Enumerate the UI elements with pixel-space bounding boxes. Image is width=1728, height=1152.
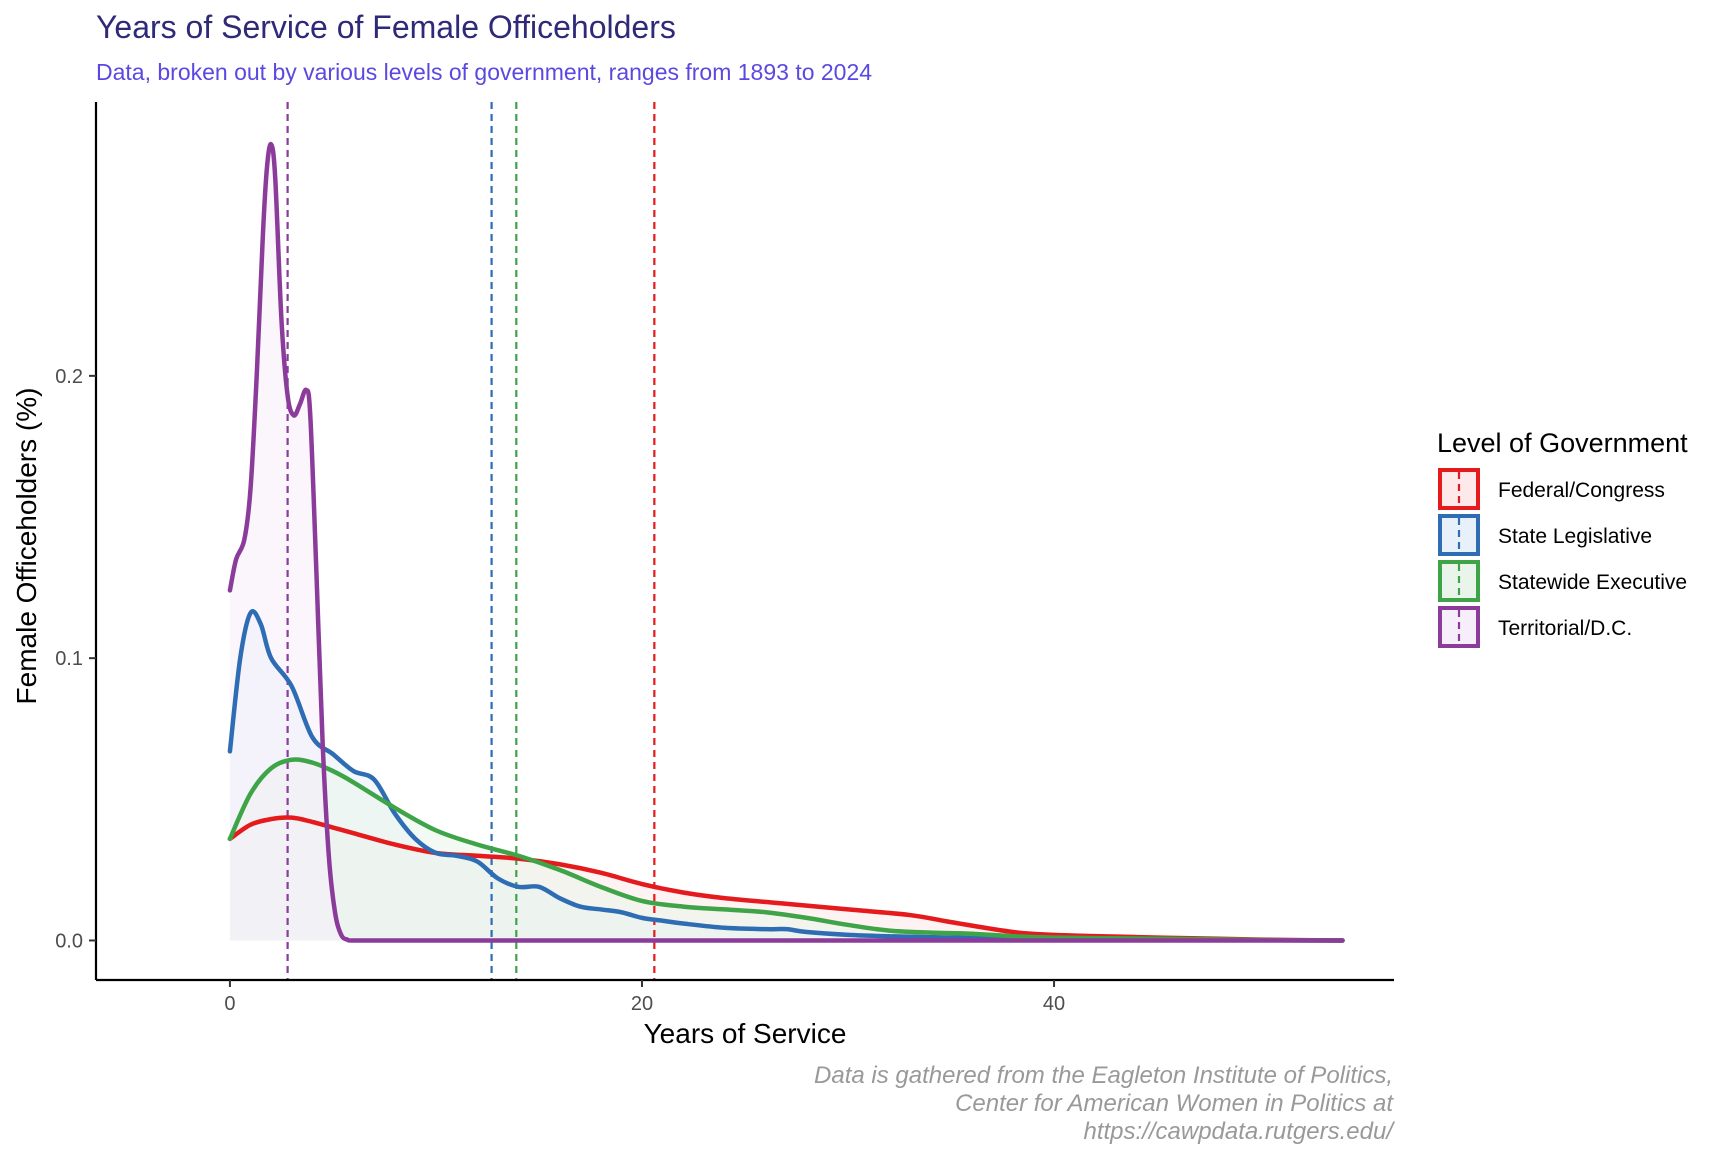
line-state-legislative xyxy=(227,609,1345,943)
y-tick-label: 0.1 xyxy=(55,648,83,670)
legend-label: State Legislative xyxy=(1498,525,1652,548)
axes: 0 20 40 0.0 0.1 0.2 xyxy=(55,102,1394,1015)
x-tick-label: 40 xyxy=(1043,993,1065,1015)
legend-item-territorial-d-c: Territorial/D.C. xyxy=(1438,606,1632,648)
chart-title: Years of Service of Female Officeholders xyxy=(96,9,676,45)
caption-line-1: Data is gathered from the Eagleton Insti… xyxy=(814,1062,1393,1089)
y-axis-title: Female Officeholders (%) xyxy=(11,388,42,705)
x-tick-label: 20 xyxy=(631,993,653,1015)
legend-item-federal-congress: Federal/Congress xyxy=(1438,468,1665,510)
legend-title: Level of Government xyxy=(1437,428,1688,458)
x-axis-title: Years of Service xyxy=(644,1018,847,1049)
line-federal-congress xyxy=(227,815,1345,943)
line-territorial-d-c xyxy=(227,141,1345,943)
plot-area xyxy=(227,102,1345,980)
caption-line-2: Center for American Women in Politics at xyxy=(955,1090,1394,1117)
caption-line-3: https://cawpdata.rutgers.edu/ xyxy=(1083,1118,1395,1145)
caption: Data is gathered from the Eagleton Insti… xyxy=(814,1062,1395,1145)
legend-item-statewide-executive: Statewide Executive xyxy=(1438,560,1687,602)
legend: Level of Government Federal/Congress Stat… xyxy=(1437,428,1688,648)
x-tick-label: 0 xyxy=(224,993,235,1015)
legend-item-state-legislative: State Legislative xyxy=(1438,514,1652,556)
y-tick-label: 0.2 xyxy=(55,366,83,388)
legend-label: Federal/Congress xyxy=(1498,479,1665,502)
legend-label: Statewide Executive xyxy=(1498,571,1687,594)
y-tick-label: 0.0 xyxy=(55,930,83,952)
area-statewide-executive xyxy=(229,759,1343,941)
chart-subtitle: Data, broken out by various levels of go… xyxy=(96,59,872,85)
legend-label: Territorial/D.C. xyxy=(1498,617,1632,640)
